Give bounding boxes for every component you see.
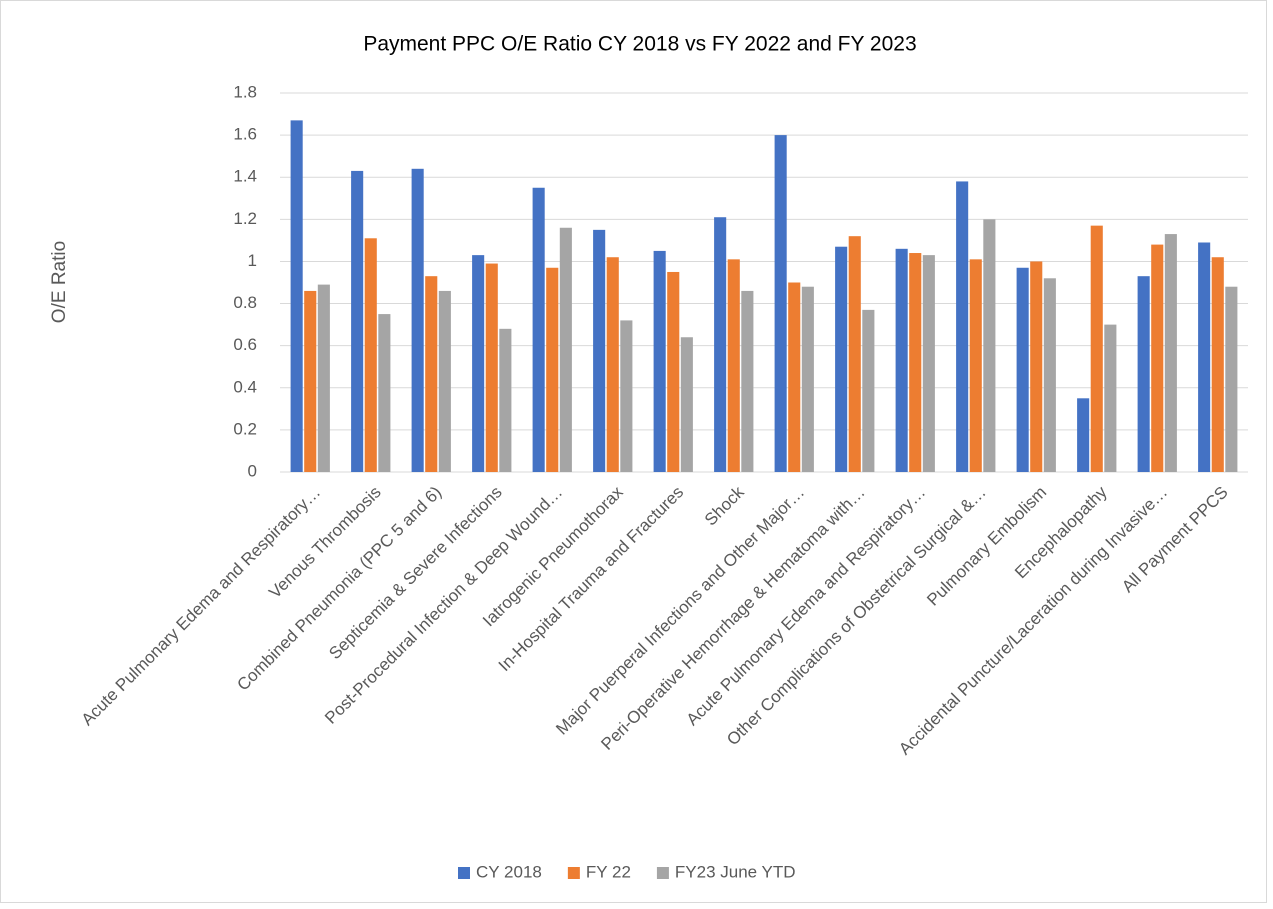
- legend-swatch: [567, 867, 580, 879]
- bar: [411, 168, 424, 473]
- bar: [1104, 324, 1117, 472]
- bar: [922, 255, 935, 472]
- bar: [788, 282, 801, 472]
- bar: [653, 250, 666, 472]
- bar: [378, 314, 391, 472]
- bar: [606, 257, 619, 472]
- bar: [559, 227, 572, 472]
- bar: [848, 236, 861, 472]
- bar: [727, 259, 740, 472]
- bar: [1030, 261, 1043, 472]
- y-tick-label: 0: [248, 461, 257, 480]
- bar: [485, 263, 498, 472]
- bar: [741, 290, 754, 472]
- y-tick-label: 1.4: [233, 167, 257, 186]
- bar: [304, 290, 317, 472]
- bar: [1164, 234, 1177, 472]
- bar: [801, 286, 814, 472]
- bar: [472, 255, 485, 472]
- legend-label: CY 2018: [476, 862, 542, 881]
- y-tick-label: 1.8: [233, 82, 257, 101]
- legend-label: FY23 June YTD: [675, 862, 796, 881]
- legend-swatch: [458, 867, 470, 879]
- y-axis-label: O/E Ratio: [49, 241, 70, 323]
- bar: [364, 238, 377, 472]
- bar: [1016, 267, 1029, 472]
- bar: [620, 320, 633, 472]
- legend-swatch: [656, 867, 669, 879]
- bar: [983, 219, 996, 472]
- bar: [1043, 278, 1056, 472]
- bar: [1225, 286, 1238, 472]
- bar: [895, 248, 908, 472]
- bar: [1077, 398, 1090, 472]
- bar: [425, 276, 438, 472]
- bar: [351, 170, 364, 472]
- y-tick-label: 1.2: [233, 209, 257, 228]
- bar: [1198, 242, 1211, 472]
- bar: [714, 217, 727, 472]
- bar: [499, 328, 512, 472]
- y-tick-label: 0.6: [233, 335, 257, 354]
- bar: [546, 267, 559, 472]
- bar: [1090, 225, 1103, 472]
- bar: [1151, 244, 1164, 472]
- bar: [680, 337, 693, 472]
- bar: [909, 253, 922, 472]
- bar: [1137, 276, 1150, 472]
- bar: [532, 187, 545, 472]
- bar: [774, 135, 787, 472]
- bar: [438, 290, 451, 472]
- legend-label: FY 22: [586, 862, 631, 881]
- bar: [835, 246, 848, 472]
- y-tick-label: 0.8: [233, 293, 257, 312]
- chart-title: Payment PPC O/E Ratio CY 2018 vs FY 2022…: [363, 33, 916, 56]
- y-tick-label: 0.4: [233, 377, 257, 396]
- bar: [667, 271, 680, 472]
- y-tick-label: 0.2: [233, 419, 257, 438]
- bar: [593, 229, 606, 472]
- bar: [1211, 257, 1224, 472]
- y-tick-label: 1.6: [233, 125, 257, 144]
- bar: [862, 309, 875, 472]
- bar: [969, 259, 982, 472]
- bar: [290, 120, 303, 472]
- bar: [956, 181, 969, 472]
- bar: [317, 284, 330, 472]
- y-tick-label: 1: [248, 251, 257, 270]
